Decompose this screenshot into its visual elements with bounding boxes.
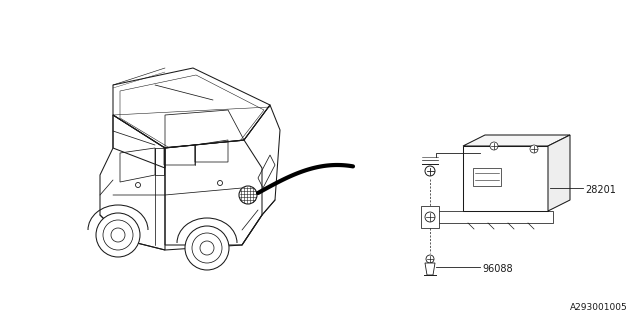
Circle shape — [530, 145, 538, 153]
Text: A293001005: A293001005 — [570, 303, 628, 312]
Text: 96080C: 96080C — [482, 150, 520, 160]
Circle shape — [239, 186, 257, 204]
Circle shape — [490, 142, 498, 150]
Circle shape — [425, 212, 435, 222]
Polygon shape — [548, 135, 570, 211]
Ellipse shape — [103, 220, 133, 250]
Polygon shape — [463, 146, 548, 211]
Ellipse shape — [192, 233, 222, 263]
Polygon shape — [425, 263, 435, 275]
Ellipse shape — [96, 213, 140, 257]
Ellipse shape — [185, 226, 229, 270]
Polygon shape — [433, 211, 553, 223]
Text: 28201: 28201 — [585, 185, 616, 195]
Polygon shape — [463, 135, 570, 146]
Polygon shape — [421, 206, 439, 228]
Circle shape — [425, 166, 435, 176]
Text: 96088: 96088 — [482, 264, 513, 274]
Circle shape — [426, 255, 434, 263]
